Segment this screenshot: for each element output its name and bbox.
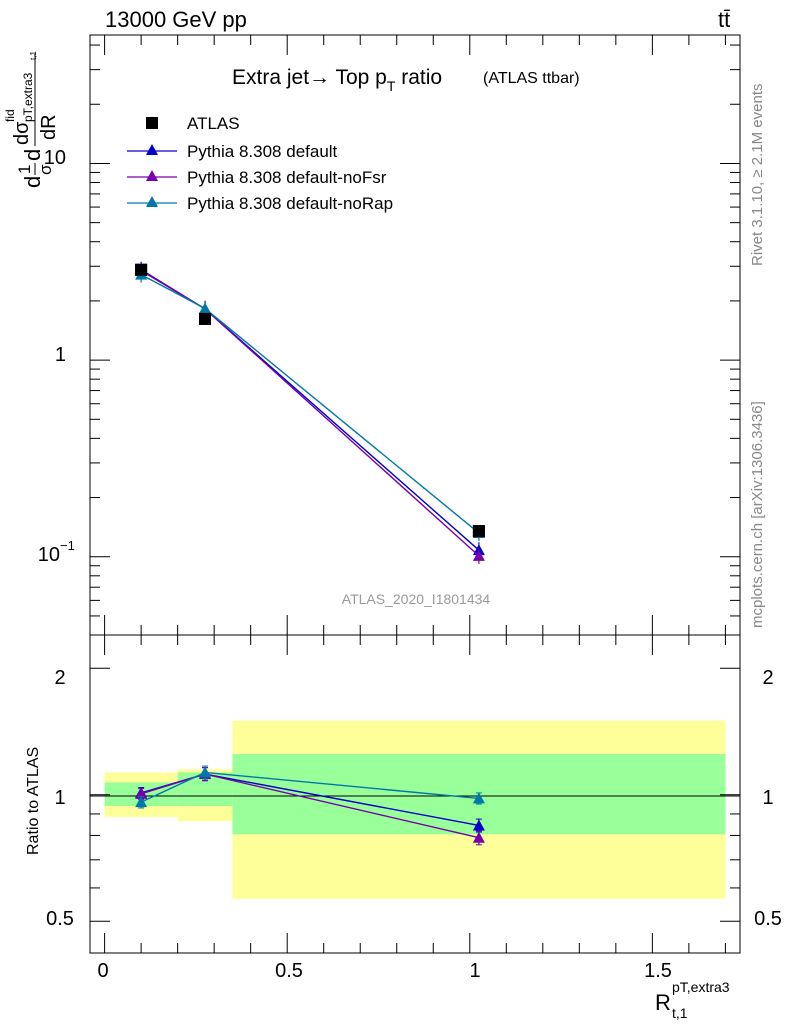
main-y-tick-labels: 10 1 10 −1 bbox=[38, 147, 75, 566]
x-tick-label-1: 1 bbox=[469, 960, 480, 982]
ratio-y-tick-left-2: 2 bbox=[54, 667, 65, 689]
legend: ATLAS Pythia 8.308 default Pythia 8.308 … bbox=[127, 114, 393, 213]
source-label: mcplots.cern.ch [arXiv:1306.3436] bbox=[749, 401, 766, 628]
rivet-version-label: Rivet 3.1.10, ≥ 2.1M events bbox=[749, 84, 766, 267]
series-line-pythia-8-308-default-nofsr bbox=[140, 270, 480, 557]
ratio-y-axis-label: Ratio to ATLAS bbox=[25, 747, 42, 855]
data-point-atlas bbox=[199, 312, 212, 325]
energy-label: 13000 GeV pp bbox=[105, 7, 247, 32]
title-top: Top p bbox=[330, 66, 387, 89]
svg-text:d: d bbox=[20, 176, 45, 188]
ratio-y-tick-right-2: 2 bbox=[762, 667, 773, 689]
x-tick-label-1.5: 1.5 bbox=[644, 960, 672, 982]
ratio-y-tick-left-1: 1 bbox=[54, 787, 65, 809]
xlabel-sup: pT,extra3 bbox=[672, 979, 730, 995]
legend-marker-default bbox=[146, 144, 158, 155]
ratio-y-tick-right-0.5: 0.5 bbox=[754, 908, 782, 930]
ratio-point-pythia-8-308-default-norap bbox=[472, 792, 485, 804]
title-arrow: → bbox=[309, 66, 330, 89]
legend-marker-atlas bbox=[146, 117, 158, 129]
xlabel-sub: t,1 bbox=[672, 1005, 688, 1021]
legend-marker-nofsr bbox=[146, 170, 158, 181]
ratio-point-pythia-8-308-default-nofsr bbox=[472, 831, 485, 843]
ylabel-d: d bbox=[20, 149, 45, 161]
ylabel-lead: d bbox=[20, 176, 45, 188]
main-ticks bbox=[90, 35, 740, 636]
ratio-ticks bbox=[90, 635, 740, 953]
data-point-atlas bbox=[135, 263, 148, 276]
ylabel-sub: pT,extra3 bbox=[21, 72, 35, 122]
ylabel-fid: fid bbox=[3, 109, 17, 122]
x-axis-label: R pT,extra3 t,1 bbox=[655, 979, 730, 1021]
ratio-x-tick-labels: 0 0.5 1 1.5 bbox=[97, 960, 671, 982]
ratio-y-tick-left-0.5: 0.5 bbox=[46, 908, 74, 930]
main-y-axis-label: d 1 σ d dσ fid pT,extra3 t,1 dR bbox=[3, 51, 60, 188]
ratio-panel: 2 1 0.5 2 1 0.5 0 0.5 1 1.5 Ratio to ATL… bbox=[25, 634, 782, 1021]
main-panel: 10 1 10 −1 Extra jet→ Top pT ratio (ATLA… bbox=[3, 34, 741, 636]
ratio-point-pythia-8-308-default-norap bbox=[135, 796, 148, 808]
ratio-frame bbox=[89, 634, 741, 954]
title-subscript: T bbox=[387, 78, 396, 94]
ratio-data-layer bbox=[135, 765, 485, 846]
y-tick-label-0.1: 10 bbox=[38, 544, 60, 566]
analysis-watermark: ATLAS_2020_I1801434 bbox=[342, 591, 491, 607]
main-data-layer bbox=[135, 261, 485, 564]
series-line-pythia-8-308-default bbox=[140, 269, 480, 551]
title-tail: ratio bbox=[395, 66, 442, 89]
ratio-y-tick-right-1: 1 bbox=[762, 787, 773, 809]
ylabel-denominator: dR bbox=[38, 114, 60, 140]
x-tick-label-0.5: 0.5 bbox=[275, 960, 303, 982]
y-tick-label-10: 10 bbox=[44, 147, 66, 169]
ratio-point-pythia-8-308-default bbox=[472, 819, 485, 831]
x-tick-label-0: 0 bbox=[97, 960, 108, 982]
legend-label-default: Pythia 8.308 default bbox=[187, 142, 338, 161]
ylabel-numerator: dσ bbox=[11, 121, 33, 145]
data-point-pythia-8-308-default-nofsr bbox=[472, 549, 485, 561]
process-label: tt̄ bbox=[718, 7, 730, 32]
ylabel-subsub: t,1 bbox=[29, 51, 38, 60]
legend-marker-norap bbox=[146, 196, 158, 207]
title-main: Extra jet bbox=[232, 66, 309, 89]
chart-title: Extra jet→ Top pT ratio bbox=[232, 66, 442, 94]
legend-label-norap: Pythia 8.308 default-noRap bbox=[187, 194, 393, 213]
legend-label-atlas: ATLAS bbox=[187, 114, 240, 133]
ylabel-sigma: σ bbox=[36, 164, 55, 175]
title-note: (ATLAS ttbar) bbox=[483, 70, 580, 87]
ratio-point-pythia-8-308-default-norap bbox=[199, 766, 212, 778]
ylabel-one: 1 bbox=[15, 165, 34, 174]
y-tick-label-1: 1 bbox=[55, 344, 66, 366]
data-point-atlas bbox=[472, 525, 485, 538]
ratio-y-tick-labels: 2 1 0.5 2 1 0.5 bbox=[46, 667, 782, 930]
data-point-pythia-8-308-default-norap bbox=[199, 302, 212, 314]
y-tick-mantissa: 10 bbox=[38, 544, 60, 566]
ratio-uncertainty-bands bbox=[104, 720, 726, 899]
y-tick-exponent: −1 bbox=[60, 538, 75, 553]
legend-label-nofsr: Pythia 8.308 default-noFsr bbox=[187, 168, 387, 187]
xlabel-base: R bbox=[655, 990, 671, 1015]
